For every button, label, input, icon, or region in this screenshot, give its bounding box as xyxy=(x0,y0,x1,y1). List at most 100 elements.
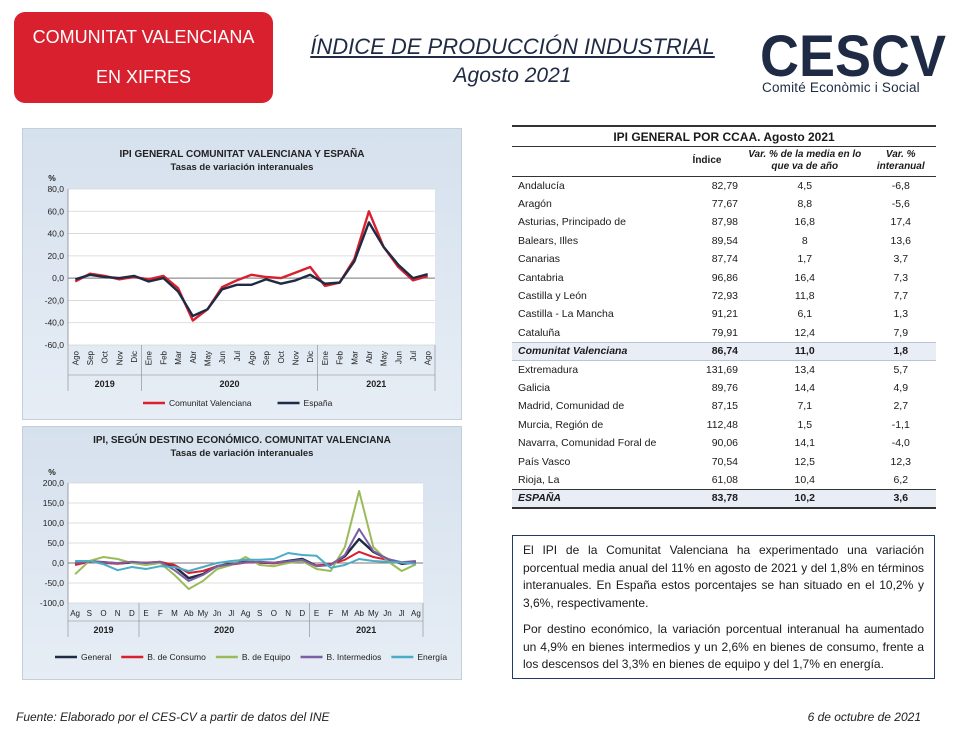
y-tick-label: -60,0 xyxy=(45,340,65,350)
region-name: Castilla - La Mancha xyxy=(518,308,614,321)
y-axis-label: % xyxy=(48,173,56,183)
x-tick-label: Ene xyxy=(145,350,154,365)
x-tick-label: Ab xyxy=(354,609,364,618)
x-tick-label: Mar xyxy=(350,351,359,365)
x-tick-label: Ene xyxy=(321,350,330,365)
legend-label: España xyxy=(304,398,333,408)
x-tick-label: D xyxy=(129,609,135,618)
legend-label: B. de Consumo xyxy=(147,652,206,662)
y-tick-label: 150,0 xyxy=(43,498,65,508)
x-tick-label: Oct xyxy=(277,350,286,363)
x-tick-label: Ag xyxy=(70,609,80,618)
logo-text: CESCV xyxy=(760,24,946,89)
ytd-value: 1,5 xyxy=(797,418,813,431)
index-value: 70,54 xyxy=(711,455,738,468)
y-tick-label: 60,0 xyxy=(47,206,64,216)
region-name: Andalucía xyxy=(518,179,565,192)
ytd-value: 7,1 xyxy=(797,400,813,413)
x-tick-label: Jun xyxy=(394,351,403,364)
index-value: 79,91 xyxy=(711,326,738,339)
index-value: 96,86 xyxy=(711,271,738,284)
table-row: Balears, Illes 89,54 8 13,6 xyxy=(512,232,936,250)
yoy-value: 12,3 xyxy=(890,455,911,468)
legend-label: Energía xyxy=(417,652,447,662)
chart-panel-destino: IPI, SEGÚN DESTINO ECONÓMICO. COMUNITAT … xyxy=(22,426,462,680)
yoy-value: -4,0 xyxy=(891,437,910,450)
index-value: 86,74 xyxy=(670,341,744,361)
x-tick-label: S xyxy=(87,609,92,618)
badge-line-2: EN XIFRES xyxy=(95,67,192,87)
table-row: Canarias 87,74 1,7 3,7 xyxy=(512,250,936,268)
x-tick-label: Jl xyxy=(228,609,234,618)
x-tick-label: Jun xyxy=(218,351,227,364)
table-row: Andalucía 82,79 4,5 -6,8 xyxy=(512,177,936,195)
col-header-ytd: Var. % de la media en lo que va de año xyxy=(744,146,866,177)
ytd-value: 4,5 xyxy=(797,179,813,192)
y-tick-label: 100,0 xyxy=(43,518,65,528)
series-line-espa-a xyxy=(74,221,429,318)
x-tick-label: Jul xyxy=(233,351,242,361)
x-tick-label: S xyxy=(257,609,262,618)
x-tick-label: Oct xyxy=(101,350,110,363)
ytd-value: 10,4 xyxy=(794,473,815,486)
region-name: ESPAÑA xyxy=(512,488,670,509)
report-subtitle: Agosto 2021 xyxy=(453,64,572,87)
region-name: Rioja, La xyxy=(518,473,560,486)
col-header-yoy: Var. % interanual xyxy=(865,146,936,177)
index-value: 89,54 xyxy=(711,234,738,247)
x-tick-label: F xyxy=(158,609,163,618)
x-tick-label: Abr xyxy=(365,351,374,364)
region-name: Canarias xyxy=(518,253,561,266)
x-tick-label: Mar xyxy=(174,351,183,365)
table-row: Aragón 77,67 8,8 -5,6 xyxy=(512,195,936,213)
yoy-value: 17,4 xyxy=(890,216,911,229)
region-name: Madrid, Comunidad de xyxy=(518,400,625,413)
series-line-b-de-equipo xyxy=(74,490,417,590)
footer-date: 6 de octubre de 2021 xyxy=(807,710,921,724)
ytd-value: 16,8 xyxy=(794,216,815,229)
region-name: Navarra, Comunidad Foral de xyxy=(518,437,657,450)
year-label: 2021 xyxy=(356,625,376,635)
year-label: 2021 xyxy=(366,379,386,389)
index-value: 77,67 xyxy=(711,198,738,211)
table-row-total: ESPAÑA 83,78 10,2 3,6 xyxy=(512,488,936,509)
ytd-value: 1,7 xyxy=(797,253,813,266)
yoy-value: 7,3 xyxy=(893,271,909,284)
region-name: Cantabria xyxy=(518,271,564,284)
y-tick-label: 50,0 xyxy=(47,538,64,548)
chart1-svg: 80,0 60,0 40,0 20,0 0,0 -20,0 -40,0 -60,0% Ago Se… xyxy=(45,173,436,408)
index-value: 87,74 xyxy=(711,253,738,266)
yoy-value: -1,1 xyxy=(891,418,910,431)
year-label: 2020 xyxy=(214,625,234,635)
table-row: Asturias, Principado de 87,98 16,8 17,4 xyxy=(512,213,936,231)
badge-line-1: COMUNITAT VALENCIANA xyxy=(32,27,255,47)
table-row: Madrid, Comunidad de 87,15 7,1 2,7 xyxy=(512,397,936,415)
table-row: Cataluña 79,91 12,4 7,9 xyxy=(512,324,936,342)
index-value: 61,08 xyxy=(711,473,738,486)
y-axis-label: % xyxy=(48,467,56,477)
x-tick-label: May xyxy=(380,351,389,366)
region-name: País Vasco xyxy=(518,455,571,468)
y-tick-label: 80,0 xyxy=(47,184,64,194)
x-tick-label: E xyxy=(314,609,319,618)
legend-label: B. de Equipo xyxy=(242,652,291,662)
summary-paragraph-1: El IPI de la Comunitat Valenciana ha exp… xyxy=(523,543,924,610)
table-row: Navarra, Comunidad Foral de 90,06 14,1 -4,0 xyxy=(512,434,936,452)
ytd-value: 12,4 xyxy=(794,326,815,339)
table-row: Extremadura 131,69 13,4 5,7 xyxy=(512,360,936,378)
ytd-value: 13,4 xyxy=(794,363,815,376)
index-value: 91,21 xyxy=(711,308,738,321)
region-badge: COMUNITAT VALENCIANA EN XIFRES xyxy=(14,12,273,103)
x-tick-label: D xyxy=(299,609,305,618)
footer-source: Fuente: Elaborado por el CES-CV a partir… xyxy=(16,710,330,724)
x-tick-label: Feb xyxy=(336,350,345,364)
chart-panel-general: IPI GENERAL COMUNITAT VALENCIANA Y ESPAÑ… xyxy=(22,128,462,420)
x-tick-label: Ago xyxy=(424,350,433,365)
table-row: Cantabria 96,86 16,4 7,3 xyxy=(512,268,936,286)
y-tick-label: 200,0 xyxy=(43,478,65,488)
index-value: 82,79 xyxy=(711,179,738,192)
x-tick-label: Ab xyxy=(184,609,194,618)
index-value: 83,78 xyxy=(670,488,744,509)
chart1-subtitle: Tasas de variación interanuales xyxy=(170,162,314,173)
x-tick-label: O xyxy=(271,609,277,618)
